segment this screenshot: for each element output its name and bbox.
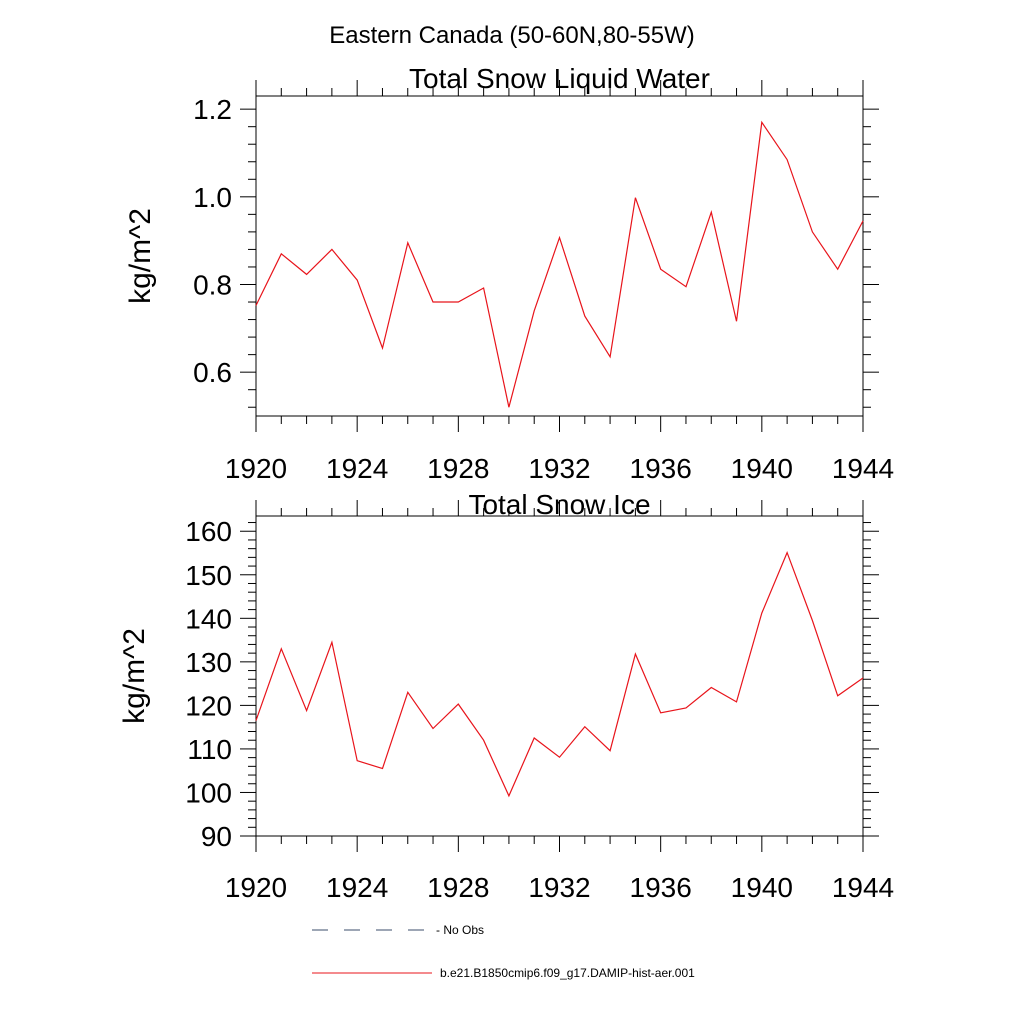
plot-frame [255,95,864,417]
y-tick-label: 140 [185,603,232,634]
x-tick-label: 1932 [528,453,590,484]
legend-label: - No Obs [436,923,484,937]
figure-title: Eastern Canada (50-60N,80-55W) [329,22,695,49]
legend: - No Obs b.e21.B1850cmip6.f09_g17.DAMIP-h… [312,923,695,980]
x-tick-label: 1936 [630,872,692,903]
x-tick-label: 1936 [630,453,692,484]
legend-label: b.e21.B1850cmip6.f09_g17.DAMIP-hist-aer.… [440,966,695,980]
x-tick-label: 1924 [326,872,388,903]
x-tick-label: 1932 [528,872,590,903]
x-tick-label: 1928 [427,453,489,484]
y-axis-label: kg/m^2 [124,208,157,304]
x-tick-label: 1928 [427,872,489,903]
y-tick-label: 100 [185,777,232,808]
y-axis-label: kg/m^2 [118,628,151,724]
legend-item-1: - No Obs [312,923,484,937]
x-tick-label: 1944 [832,872,894,903]
y-tick-label: 150 [185,560,232,591]
y-tick-label: 0.8 [193,269,232,300]
legend-item-2: b.e21.B1850cmip6.f09_g17.DAMIP-hist-aer.… [312,966,695,980]
y-tick-label: 1.2 [193,94,232,125]
y-tick-label: 120 [185,690,232,721]
x-tick-label: 1944 [832,453,894,484]
x-tick-label: 1924 [326,453,388,484]
x-tick-label: 1920 [225,453,287,484]
series-line [255,550,864,798]
x-tick-label: 1940 [731,453,793,484]
y-tick-label: 160 [185,516,232,547]
y-tick-label: 0.6 [193,357,232,388]
x-tick-label: 1940 [731,872,793,903]
y-tick-label: 110 [187,734,232,765]
x-tick-label: 1920 [225,872,287,903]
y-tick-label: 1.0 [193,182,232,213]
y-tick-label: 90 [201,821,232,852]
series-line [255,120,864,408]
plot-frame [255,515,864,837]
y-tick-label: 130 [185,647,232,678]
